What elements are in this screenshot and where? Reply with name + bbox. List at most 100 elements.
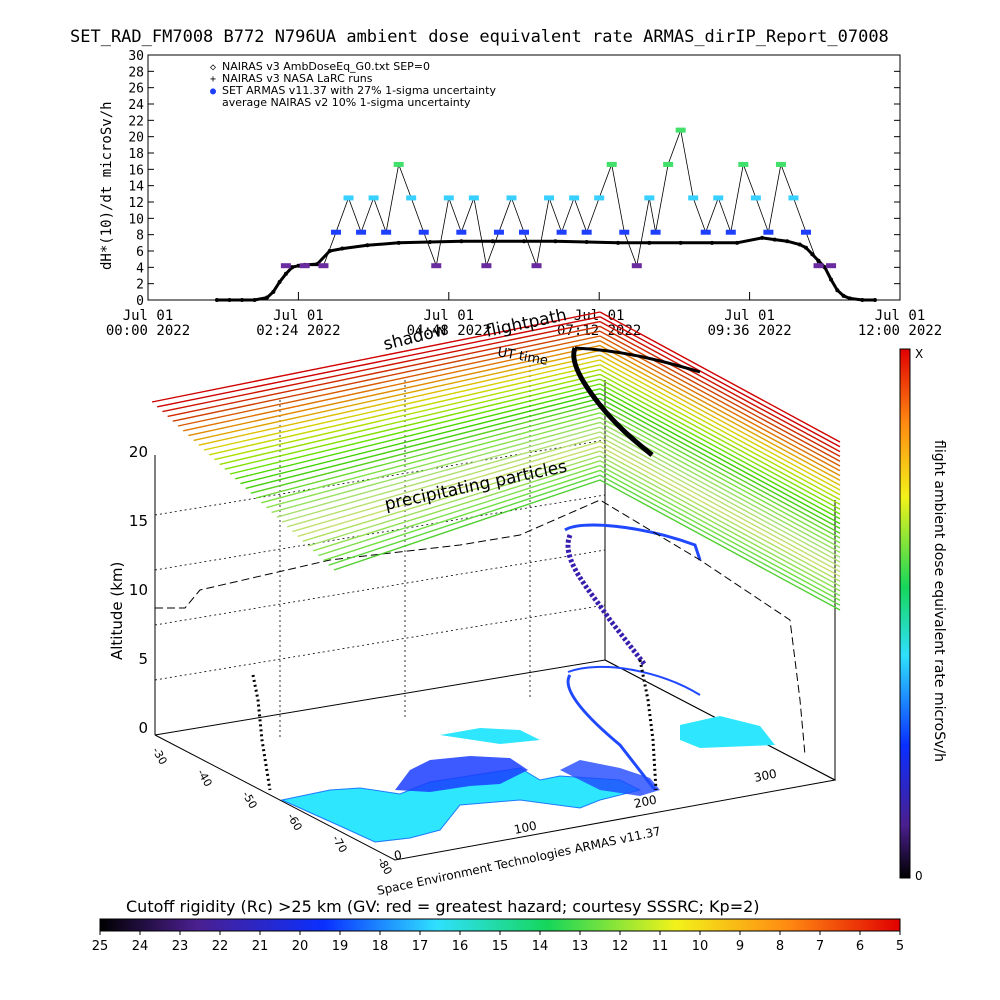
- sheet-stripe: [250, 402, 601, 494]
- rigidity-tick-label: 16: [452, 939, 469, 954]
- cutoff-rigidity-title: Cutoff rigidity (Rc) >25 km (GV: red = g…: [126, 897, 760, 916]
- sheet-stripe: [599, 455, 841, 587]
- descent-left: [251, 674, 272, 791]
- model-dose-line: [216, 236, 875, 302]
- armas-point: [331, 229, 341, 235]
- sheet-stripe: [245, 397, 601, 490]
- armas-point: [763, 229, 774, 235]
- sheet-stripe: [323, 469, 601, 562]
- model-point: [265, 295, 270, 300]
- y-tick-label: 16: [128, 163, 144, 178]
- altitude-tick-label: 5: [138, 650, 148, 668]
- armas-point: [619, 229, 630, 235]
- sheet-stripe: [599, 330, 841, 462]
- sheet-stripe: [599, 469, 841, 602]
- altitude-tick-label: 10: [129, 581, 148, 599]
- sheet-stripe: [599, 460, 841, 592]
- sheet-stripe: [599, 426, 841, 558]
- legend-label: NAIRAS v3 NASA LaRC runs: [222, 72, 373, 85]
- model-point: [816, 258, 821, 263]
- model-point: [872, 298, 877, 302]
- model-point: [797, 242, 802, 247]
- sheet-stripe: [276, 426, 601, 518]
- rigidity-tick-label: 22: [212, 939, 229, 954]
- left-axis-tick: -70: [329, 833, 349, 855]
- sheet-stripe: [599, 373, 841, 506]
- x-tick-label-date: Jul 01: [273, 308, 324, 324]
- z-axis-label: Altitude (km): [108, 562, 126, 660]
- rigidity-tick-label: 25: [92, 939, 109, 954]
- model-point: [772, 237, 777, 242]
- sheet-stripe: [328, 474, 601, 566]
- cutoff-rigidity-colorbar: Cutoff rigidity (Rc) >25 km (GV: red = g…: [92, 897, 904, 954]
- continent-shape-3: [560, 760, 660, 796]
- rigidity-tick-label: 7: [816, 939, 824, 954]
- sheet-stripe: [599, 431, 841, 563]
- model-point: [227, 298, 232, 302]
- armas-point: [631, 263, 642, 269]
- grid-line: [154, 549, 606, 626]
- sheet-stripe: [599, 445, 841, 578]
- model-point: [829, 277, 834, 282]
- sheet-stripe: [599, 325, 841, 458]
- floor-map: [280, 716, 775, 843]
- flightpath-top-curve: [574, 346, 701, 374]
- plot-frame: [147, 54, 901, 301]
- rigidity-tick-label: 6: [856, 939, 864, 954]
- sheet-stripe: [599, 479, 841, 611]
- sheet-stripe: [266, 416, 601, 509]
- colorbar-gradient: [899, 348, 911, 879]
- armas-point: [569, 195, 580, 201]
- y-tick-label: 26: [128, 82, 144, 97]
- sheet-stripe: [209, 364, 601, 456]
- sheet-stripe: [229, 383, 601, 475]
- sheet-stripe: [167, 325, 601, 418]
- x-tick-label-time: 09:36 2022: [707, 323, 791, 339]
- sheet-stripe: [198, 354, 601, 446]
- legend: ◇ NAIRAS v3 AmbDoseEq_G0.txt SEP=0 + NAIRAS…: [210, 60, 496, 109]
- altitude-tick-label: 20: [129, 443, 148, 461]
- model-point: [760, 235, 765, 240]
- sheet-stripe: [599, 383, 841, 515]
- rigidity-tick-label: 23: [172, 939, 189, 954]
- model-point: [553, 239, 558, 244]
- left-axis-tick: -60: [284, 811, 304, 833]
- model-point: [459, 239, 464, 244]
- y-tick-label: 22: [128, 114, 144, 129]
- altitude-ticks: 0 5 10 15 20: [129, 443, 148, 737]
- sheet-stripe: [599, 359, 841, 491]
- x-tick-label-time: 12:00 2022: [858, 323, 942, 339]
- armas-point: [775, 161, 786, 167]
- dose-rate-time-series: dH*(10)/dt microSv/h 0246810121416182022…: [99, 49, 942, 339]
- armas-point: [531, 263, 542, 269]
- altitude-3d-panel: shadow UT time flightpath precipitating …: [108, 305, 841, 898]
- rigidity-tick-label: 20: [292, 939, 309, 954]
- model-point: [785, 239, 790, 244]
- bottom-axis-tick: 200: [633, 792, 658, 810]
- armas-point: [418, 229, 429, 235]
- model-point: [647, 240, 652, 245]
- x-tick-label-time: 04:48 2022: [407, 323, 491, 339]
- sheet-stripe: [599, 450, 841, 582]
- rigidity-tick-label: 18: [372, 939, 389, 954]
- armas-point: [280, 263, 291, 269]
- y-tick-label: 8: [136, 229, 144, 244]
- model-point: [283, 271, 288, 276]
- model-point: [835, 288, 840, 293]
- sheet-stripe: [599, 392, 841, 525]
- model-point: [290, 265, 295, 270]
- flight-track-floor: [566, 674, 657, 791]
- y-axis-label: dH*(10)/dt microSv/h: [99, 101, 115, 270]
- sheet-stripe: [157, 316, 601, 408]
- flight-track-top: [564, 523, 702, 561]
- armas-point: [493, 229, 504, 235]
- sheet-stripe: [599, 368, 841, 501]
- armas-point: [594, 195, 605, 201]
- model-point: [214, 298, 219, 302]
- sheet-stripe: [599, 388, 841, 520]
- sheet-stripe: [297, 445, 601, 538]
- x-tick-label-date: Jul 01: [424, 308, 475, 324]
